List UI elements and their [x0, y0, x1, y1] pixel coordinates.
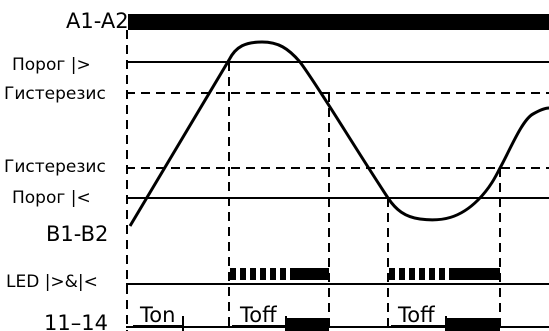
hysteresis-high-label: Гистерезис	[4, 84, 106, 104]
threshold-low-label: Порог |<	[12, 188, 91, 208]
current-curve	[128, 40, 549, 227]
led-blink-segment-1	[230, 268, 286, 280]
relay-11-14-label: 11–14	[44, 311, 108, 331]
toff-label-2: Toff	[397, 303, 435, 327]
relay-off-block-1	[287, 318, 329, 331]
a1-a2-supply-bar	[128, 14, 549, 30]
led-steady-segment-2	[449, 268, 500, 280]
hysteresis-low-label: Гистерезис	[4, 157, 106, 177]
a1-a2-label: A1-A2	[66, 9, 129, 33]
ton-label: Ton	[139, 303, 175, 327]
led-blink-segment-2	[389, 268, 445, 280]
threshold-high-label: Порог |>	[12, 55, 91, 75]
led-label: LED |>&|<	[6, 272, 98, 292]
relay-off-block-2	[447, 318, 500, 331]
toff-label-1: Toff	[239, 303, 277, 327]
led-steady-segment-1	[290, 268, 329, 280]
b1-b2-label: B1-B2	[46, 222, 108, 246]
